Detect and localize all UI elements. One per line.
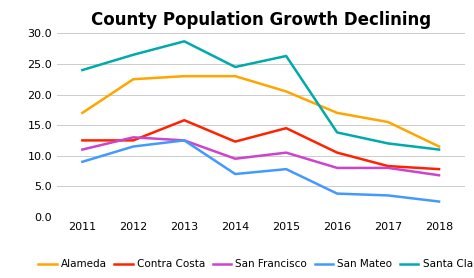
Line: Alameda: Alameda	[82, 76, 439, 147]
San Mateo	[130, 145, 136, 148]
Santa Clara	[130, 53, 136, 56]
Legend: Alameda, Contra Costa, San Francisco, San Mateo, Santa Clara: Alameda, Contra Costa, San Francisco, Sa…	[34, 255, 474, 273]
San Francisco	[130, 136, 136, 139]
Contra Costa	[436, 167, 442, 171]
San Francisco	[232, 157, 238, 160]
San Francisco	[385, 166, 391, 170]
San Francisco	[334, 166, 340, 170]
Contra Costa	[283, 126, 289, 130]
San Mateo	[232, 172, 238, 176]
Line: Santa Clara: Santa Clara	[82, 41, 439, 150]
Alameda	[436, 145, 442, 148]
San Mateo	[334, 192, 340, 195]
Alameda	[182, 75, 187, 78]
Line: San Francisco: San Francisco	[82, 137, 439, 175]
Santa Clara	[436, 148, 442, 151]
Contra Costa	[80, 139, 85, 142]
San Mateo	[385, 194, 391, 197]
Contra Costa	[130, 139, 136, 142]
Line: Contra Costa: Contra Costa	[82, 120, 439, 169]
San Francisco	[436, 173, 442, 177]
San Francisco	[182, 139, 187, 142]
Alameda	[80, 111, 85, 115]
Santa Clara	[334, 131, 340, 134]
San Mateo	[80, 160, 85, 163]
Contra Costa	[182, 118, 187, 122]
Line: San Mateo: San Mateo	[82, 140, 439, 202]
Alameda	[334, 111, 340, 115]
Santa Clara	[182, 40, 187, 43]
Title: County Population Growth Declining: County Population Growth Declining	[91, 11, 431, 29]
Alameda	[232, 75, 238, 78]
Santa Clara	[283, 54, 289, 58]
Santa Clara	[385, 142, 391, 145]
Santa Clara	[80, 68, 85, 72]
Contra Costa	[334, 151, 340, 154]
Alameda	[385, 120, 391, 124]
San Mateo	[182, 139, 187, 142]
San Francisco	[80, 148, 85, 151]
San Mateo	[436, 200, 442, 203]
Alameda	[130, 78, 136, 81]
Contra Costa	[385, 164, 391, 168]
San Francisco	[283, 151, 289, 154]
Alameda	[283, 90, 289, 93]
Contra Costa	[232, 140, 238, 143]
San Mateo	[283, 167, 289, 171]
Santa Clara	[232, 65, 238, 69]
